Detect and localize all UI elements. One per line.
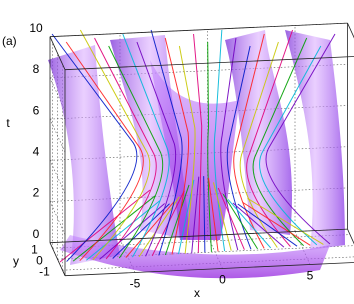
- y-tick-label: -1: [39, 264, 50, 278]
- trajectory: [136, 41, 177, 257]
- trajectory: [72, 195, 156, 262]
- trajectory: [65, 41, 144, 262]
- grid-line: [49, 160, 66, 194]
- trajectory: [99, 203, 165, 260]
- trajectory: [178, 45, 196, 254]
- x-tick-label: 5: [307, 269, 314, 283]
- trajectory: [191, 176, 200, 254]
- trajectory: [122, 33, 170, 258]
- trajectory: [222, 193, 258, 250]
- trajectory: [193, 33, 203, 253]
- trajectory: [252, 37, 308, 247]
- trajectory: [242, 201, 311, 246]
- trajectory: [208, 178, 219, 252]
- grid-line: [49, 201, 66, 235]
- box-edge: [49, 242, 66, 276]
- z-axis-label: t: [6, 116, 10, 130]
- trajectory: [220, 37, 239, 251]
- z-tick-label: 10: [29, 21, 43, 35]
- z-tick-label: 6: [33, 103, 40, 117]
- z-tick-label: 4: [33, 144, 40, 158]
- box-edge: [64, 56, 354, 71]
- panel-label: (a): [2, 34, 17, 48]
- trajectory: [108, 45, 164, 259]
- box-edge: [49, 228, 348, 244]
- x-tick-label: -5: [130, 277, 141, 291]
- trajectory: [51, 33, 138, 262]
- trajectory: [226, 45, 252, 250]
- x-axis-label: x: [194, 286, 200, 300]
- trajectory: [237, 203, 298, 247]
- box-edge: [49, 22, 348, 38]
- grid-line: [62, 256, 354, 271]
- trajectory: [94, 37, 157, 260]
- trajectory: [232, 202, 285, 248]
- box-edge: [49, 36, 66, 70]
- trajectory: [79, 29, 151, 261]
- trajectory: [86, 200, 161, 261]
- y-tick-label: 1: [31, 242, 38, 256]
- trajectory: [233, 33, 265, 249]
- trajectory: [259, 45, 322, 246]
- trajectory: [212, 182, 232, 251]
- trajectory: [217, 187, 245, 250]
- trajectories: [51, 29, 336, 263]
- trajectory: [265, 33, 336, 245]
- box-edge: [347, 22, 354, 39]
- y-tick-label: 0: [36, 253, 43, 267]
- trajectory: [227, 199, 272, 249]
- trajectory: [150, 29, 183, 256]
- z-tick-label: 2: [33, 186, 40, 200]
- y-axis-label: y: [13, 254, 19, 268]
- trajectory: [59, 189, 151, 263]
- z-tick-label: 8: [33, 62, 40, 76]
- trajectory: [213, 29, 226, 252]
- trajectory: [164, 37, 190, 255]
- box-edge: [64, 262, 354, 277]
- trajectory: [207, 41, 212, 252]
- x-tick-label: 0: [219, 273, 226, 287]
- trajectory: [164, 184, 190, 256]
- box-edge: [347, 228, 354, 245]
- trajectory: [247, 197, 324, 245]
- trajectory: [125, 201, 175, 258]
- grid-line: [49, 64, 348, 79]
- trajectory: [112, 203, 170, 259]
- trajectory: [203, 176, 206, 253]
- z-tick-label: 0: [33, 227, 40, 241]
